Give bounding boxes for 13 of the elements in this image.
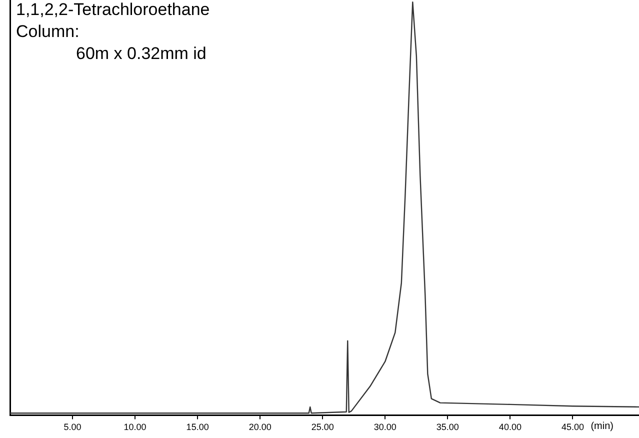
annotation: Column: [16,22,80,42]
annotation: 60m x 0.32mm id [76,44,206,64]
x-axis-title: (min) [590,420,614,432]
x-tick-label: 40.00 [498,422,522,432]
x-tick-label: 30.00 [374,422,396,432]
x-tick-label: 10.00 [124,422,146,432]
x-tick-label: 25.00 [311,422,334,432]
chart-title: 1,1,2,2-Tetrachloroethane [16,0,210,20]
x-tick-label: 5.00 [64,422,82,432]
x-tick-label: 15.00 [186,422,209,432]
x-tick-label: 35.00 [436,422,459,432]
x-tick-label: 20.00 [248,422,272,432]
x-tick-label: 45.00 [561,422,584,432]
